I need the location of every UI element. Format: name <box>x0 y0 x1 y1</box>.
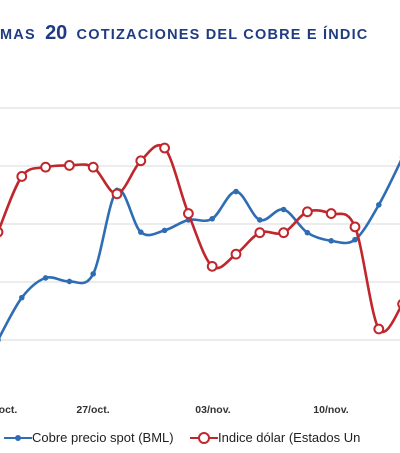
title-number: 20 <box>45 22 68 44</box>
series-1-point-16 <box>373 323 385 335</box>
legend: Cobre precio spot (BML) Indice dólar (Est… <box>0 428 400 448</box>
legend-item-0: Cobre precio spot (BML) <box>4 428 174 448</box>
series-1-point-3 <box>64 160 75 171</box>
series-1-point-13 <box>302 206 313 218</box>
legend-label-1: Indice dólar (Estados Un <box>218 430 361 445</box>
series-0-point-16 <box>376 202 382 208</box>
series-0-point-3 <box>66 278 73 285</box>
legend-swatch-1 <box>190 428 218 448</box>
x-tick-label-2: 03/nov. <box>195 404 230 416</box>
series-1-point-4 <box>87 161 99 173</box>
series-0-point-10 <box>233 188 239 195</box>
series-0-point-6 <box>138 229 144 235</box>
gridlines <box>0 107 400 341</box>
series-0-point-1 <box>19 294 25 301</box>
series-1-point-0 <box>0 227 4 238</box>
series-1-point-5 <box>111 188 123 200</box>
series-line-1 <box>0 143 400 334</box>
series-0-point-9 <box>209 215 215 222</box>
series-1-point-8 <box>183 208 194 219</box>
series-1-point-12 <box>278 227 290 239</box>
legend-swatch-0 <box>4 428 32 448</box>
x-axis-ticks: oct. 27/oct. 03/nov. 10/nov. <box>0 404 349 416</box>
series-0-point-15 <box>352 236 358 243</box>
series-0-point-11 <box>257 217 263 223</box>
series-0-point-0 <box>0 338 1 342</box>
legend-item-1: Indice dólar (Estados Un <box>190 428 360 448</box>
series-0-point-12 <box>280 206 287 213</box>
series-1-point-15 <box>349 221 361 233</box>
series-0-point-7 <box>161 227 168 234</box>
chart-title: MAS 20 COTIZACIONES DEL COBRE E ÍNDIC <box>0 22 400 45</box>
series-lines <box>0 142 400 342</box>
series-0-point-13 <box>304 229 311 236</box>
series-1-point-6 <box>135 155 147 167</box>
title-prefix: MAS <box>0 27 36 43</box>
x-tick-label-1: 27/oct. <box>76 404 109 416</box>
series-1-point-7 <box>159 142 171 154</box>
series-0-point-4 <box>90 271 96 277</box>
series-0-point-2 <box>42 275 49 281</box>
series-line-0 <box>0 159 400 340</box>
series-1-point-10 <box>230 248 242 260</box>
series-0-point-14 <box>328 238 335 244</box>
title-suffix: COTIZACIONES DEL COBRE E ÍNDIC <box>76 27 369 43</box>
series-1-point-2 <box>40 161 51 173</box>
series-1-point-11 <box>254 227 266 239</box>
series-1-point-14 <box>325 208 337 219</box>
x-tick-label-3: 10/nov. <box>313 404 348 416</box>
series-1-point-9 <box>206 260 218 272</box>
series-1-point-1 <box>16 171 28 182</box>
legend-label-0: Cobre precio spot (BML) <box>32 430 174 445</box>
x-tick-label-0: oct. <box>0 404 17 416</box>
